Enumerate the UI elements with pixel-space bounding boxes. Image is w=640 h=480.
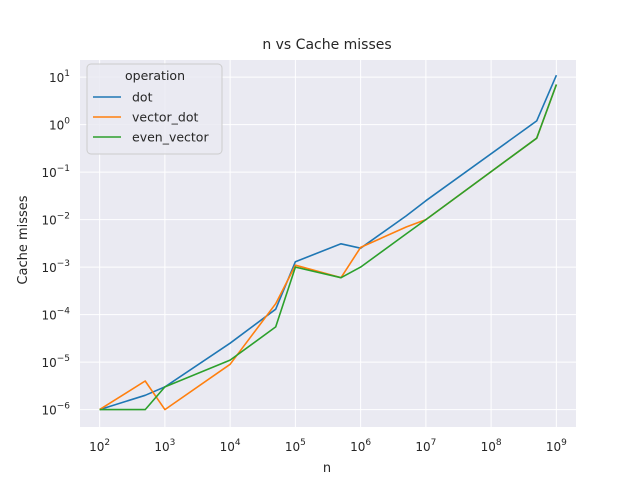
x-tick-exponent: 6 [365, 438, 371, 448]
series-line-dot [99, 74, 558, 411]
y-tick-mantissa: 10 [41, 166, 56, 180]
y-tick-exponent: −1 [57, 164, 70, 174]
x-tick-label: 102 [89, 438, 110, 454]
x-tick-mantissa: 10 [546, 440, 561, 454]
y-tick-mantissa: 10 [41, 261, 56, 275]
y-tick-label: 10−6 [41, 402, 70, 418]
y-tick-label: 10−1 [41, 164, 70, 180]
x-tick-mantissa: 10 [481, 440, 496, 454]
y-tick-exponent: −6 [57, 402, 71, 412]
x-tick-exponent: 2 [104, 438, 110, 448]
y-tick-mantissa: 10 [41, 214, 56, 228]
x-tick-label: 103 [154, 438, 175, 454]
y-tick-exponent: −2 [57, 212, 70, 222]
legend-label-even-vector: even_vector [132, 130, 209, 145]
y-tick-mantissa: 10 [41, 404, 56, 418]
y-tick-label: 10−3 [41, 259, 70, 275]
x-tick-exponent: 5 [300, 438, 306, 448]
y-tick-mantissa: 10 [41, 356, 56, 370]
chart-title: n vs Cache misses [262, 37, 391, 53]
x-tick-mantissa: 10 [220, 440, 235, 454]
x-tick-mantissa: 10 [350, 440, 365, 454]
x-tick-mantissa: 10 [285, 440, 300, 454]
y-tick-exponent: −4 [57, 307, 71, 317]
legend-title: operation [125, 68, 185, 83]
x-tick-exponent: 3 [170, 438, 176, 448]
x-tick-label: 105 [285, 438, 306, 454]
legend: operation dot vector_dot even_vector [86, 63, 223, 155]
x-tick-exponent: 4 [235, 438, 241, 448]
grid [80, 60, 576, 427]
y-tick-exponent: 1 [64, 69, 70, 79]
y-tick-exponent: 0 [64, 117, 70, 127]
x-tick-mantissa: 10 [154, 440, 169, 454]
legend-box [86, 63, 223, 155]
series-group [99, 74, 558, 411]
x-tick-exponent: 9 [561, 438, 567, 448]
y-tick-mantissa: 10 [49, 119, 64, 133]
x-tick-exponent: 8 [496, 438, 502, 448]
x-tick-label: 109 [546, 438, 567, 454]
x-tick-exponent: 7 [431, 438, 437, 448]
legend-label-dot: dot [132, 90, 153, 105]
x-tick-label: 106 [350, 438, 371, 454]
x-tick-labels: 102 103 104 105 106 107 108 109 [89, 438, 567, 454]
x-tick-label: 104 [220, 438, 241, 454]
y-tick-mantissa: 10 [41, 309, 56, 323]
y-tick-label: 10−2 [41, 212, 70, 228]
y-tick-exponent: −5 [57, 354, 70, 364]
y-tick-label: 100 [49, 117, 70, 133]
x-tick-label: 108 [481, 438, 502, 454]
y-tick-exponent: −3 [57, 259, 70, 269]
legend-entries: dot vector_dot even_vector [93, 90, 209, 145]
y-tick-mantissa: 10 [49, 71, 64, 85]
y-tick-label: 10−5 [41, 354, 70, 370]
x-tick-label: 107 [415, 438, 436, 454]
legend-label-vector-dot: vector_dot [132, 110, 198, 125]
y-tick-label: 10−4 [41, 307, 70, 323]
x-axis-label: n [323, 461, 331, 476]
y-tick-label: 101 [49, 69, 70, 85]
x-tick-mantissa: 10 [415, 440, 430, 454]
y-axis-label: Cache misses [16, 195, 31, 284]
series-line-even-vector [99, 84, 558, 411]
x-tick-mantissa: 10 [89, 440, 104, 454]
